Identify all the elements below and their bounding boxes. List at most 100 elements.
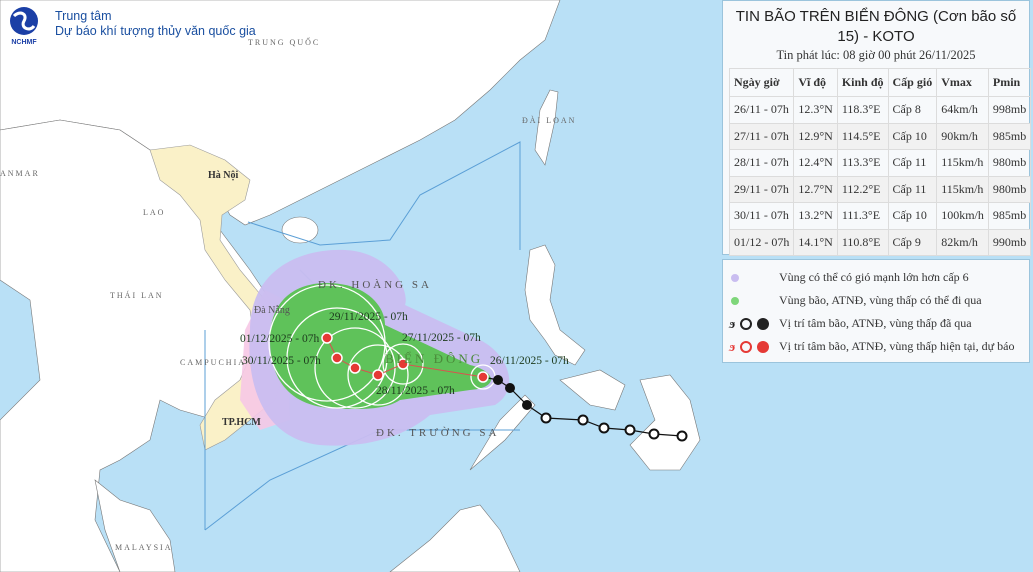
storm-swirl-icon: ϧ	[729, 338, 736, 354]
nchmf-logo: NCHMF	[10, 7, 38, 46]
low-pressure-icon	[757, 340, 770, 353]
table-cell: Cấp 11	[887, 149, 938, 177]
label-china: TRUNG QUỐC	[248, 37, 320, 47]
past-track-line	[482, 376, 683, 437]
storm-swirl-icon: ϧ	[729, 315, 736, 331]
label-thailand: THÁI LAN	[110, 290, 164, 300]
table-cell: 990mb	[987, 228, 1032, 256]
table-cell: 111.3°E	[836, 202, 889, 230]
legend-label: Vị trí tâm bão, ATNĐ, vùng thấp đã qua	[779, 316, 972, 330]
table-cell: 27/11 - 07h	[728, 122, 795, 150]
organization-name: Trung tâm Dự báo khí tượng thủy văn quốc…	[55, 9, 256, 39]
past-low-point	[540, 412, 552, 424]
forecast-storm-point	[372, 369, 384, 381]
track-label-29-11: 29/11/2025 - 07h	[329, 311, 408, 323]
purple-dot-icon	[731, 273, 739, 282]
table-cell: 13.2°N	[793, 202, 838, 230]
table-cell: 82km/h	[936, 228, 989, 256]
table-cell: 64km/h	[936, 96, 989, 124]
table-row: 01/12 - 07h 14.1°N 110.8°E Cấp 9 82km/h 990mb	[728, 228, 1032, 256]
label-biendong: BIỂN ĐÔNG	[385, 351, 483, 366]
table-row: 26/11 - 07h 12.3°N 118.3°E Cấp 8 64km/h 998mb	[728, 96, 1032, 124]
label-malaysia: MALAYSIA	[115, 543, 173, 552]
label-taiwan: ĐÀI LOAN	[522, 115, 576, 125]
past-low-point	[598, 422, 610, 434]
table-row: 29/11 - 07h 12.7°N 112.2°E Cấp 11 115km/h 980…	[728, 175, 1032, 203]
forecast-storm-point	[477, 371, 489, 383]
track-label-01-12: 01/12/2025 - 07h	[240, 333, 319, 345]
past-low-point	[624, 424, 636, 436]
low-pressure-icon	[757, 317, 770, 330]
table-cell: 01/12 - 07h	[728, 228, 795, 256]
land-philippines	[469, 244, 701, 471]
past-low-point	[648, 428, 660, 440]
track-label-28-11: 28/11/2025 - 07h	[376, 385, 455, 397]
table-cell: 980mb	[987, 175, 1032, 203]
issued-time: Tin phát lúc: 08 giờ 00 phút 26/11/2025	[776, 48, 976, 62]
table-cell: 100km/h	[936, 202, 989, 230]
label-truongsa: ĐK. TRƯỜNG SA	[376, 427, 499, 439]
table-cell: 115km/h	[936, 149, 989, 177]
table-cell: 12.3°N	[793, 96, 838, 124]
legend-label: Vị trí tâm bão, ATNĐ, vùng thấp hiện tại…	[779, 339, 1015, 353]
land-malaysia	[94, 479, 176, 572]
table-cell: 998mb	[987, 96, 1032, 124]
table-cell: 12.4°N	[793, 149, 838, 177]
table-cell: 90km/h	[936, 122, 989, 150]
past-storm-point	[493, 375, 503, 385]
col-latitude: Vĩ độ	[793, 68, 838, 97]
legend-panel: Vùng có thể có gió mạnh lớn hơn cấp 6 Vù…	[722, 259, 1030, 363]
storm-zone	[270, 283, 491, 410]
land-hainan	[281, 216, 319, 244]
table-cell: 14.1°N	[793, 228, 838, 256]
table-row: 28/11 - 07h 12.4°N 113.3°E Cấp 11 115km/h 980…	[728, 149, 1032, 177]
track-label-26-11: 26/11/2025 - 07h	[490, 355, 569, 367]
table-cell: 118.3°E	[836, 96, 889, 124]
legend-current-position: ϧ Vị trí tâm bão, ATNĐ, vùng thấp hiện t…	[729, 335, 1029, 358]
table-cell: 980mb	[987, 149, 1032, 177]
past-storm-point	[522, 400, 532, 410]
org-line-2: Dự báo khí tượng thủy văn quốc gia	[55, 24, 256, 38]
table-cell: 114.5°E	[836, 122, 889, 150]
past-track-points	[493, 375, 688, 442]
table-cell: 30/11 - 07h	[728, 202, 795, 230]
legend-storm-zone: Vùng bão, ATNĐ, vùng thấp có thể đi qua	[729, 289, 1029, 312]
legend-past-position: ϧ Vị trí tâm bão, ATNĐ, vùng thấp đã qua	[729, 312, 1029, 335]
label-cambodia: CAMPUCHIA	[180, 358, 246, 367]
storm-title: TIN BÃO TRÊN BIỂN ĐÔNG (Cơn bão số 15) -…	[735, 8, 1017, 45]
table-cell: 12.7°N	[793, 175, 838, 203]
label-hoangsa: ĐK. HOÀNG SA	[318, 279, 432, 291]
ring-icon	[740, 317, 753, 330]
forecast-storm-point	[397, 358, 409, 370]
legend-label: Vùng bão, ATNĐ, vùng thấp có thể đi qua	[779, 293, 982, 307]
ring-icon	[740, 340, 753, 353]
label-myanmar: ANMAR	[0, 169, 40, 178]
past-storm-point	[505, 383, 515, 393]
label-laos: LAO	[143, 208, 165, 217]
table-cell: 28/11 - 07h	[728, 149, 795, 177]
forecast-track-points	[321, 332, 489, 383]
table-cell: 12.9°N	[793, 122, 838, 150]
col-longitude: Kinh độ	[836, 68, 889, 97]
table-cell: 112.2°E	[836, 175, 889, 203]
label-hcm: TP.HCM	[222, 417, 261, 428]
table-row: 27/11 - 07h 12.9°N 114.5°E Cấp 10 90km/h 985m…	[728, 122, 1032, 150]
table-cell: 110.8°E	[836, 228, 889, 256]
table-cell: Cấp 8	[887, 96, 938, 124]
legend-label: Vùng có thể có gió mạnh lớn hơn cấp 6	[779, 270, 969, 284]
forecast-storm-point	[331, 352, 343, 364]
svg-text:NCHMF: NCHMF	[11, 39, 37, 46]
track-label-30-11: 30/11/2025 - 07h	[242, 355, 321, 367]
label-hanoi: Hà Nội	[208, 170, 239, 181]
storm-info-panel: TIN BÃO TRÊN BIỂN ĐÔNG (Cơn bão số 15) -…	[722, 0, 1032, 256]
forecast-storm-point	[349, 362, 361, 374]
track-label-27-11: 27/11/2025 - 07h	[402, 332, 481, 344]
org-line-1: Trung tâm	[55, 9, 112, 23]
label-danang: Đà Nẵng	[254, 305, 290, 316]
table-cell: Cấp 10	[887, 122, 938, 150]
col-wind-level: Cấp gió	[887, 68, 938, 97]
past-low-point	[577, 414, 589, 426]
table-cell: 113.3°E	[836, 149, 889, 177]
table-cell: Cấp 10	[887, 202, 938, 230]
